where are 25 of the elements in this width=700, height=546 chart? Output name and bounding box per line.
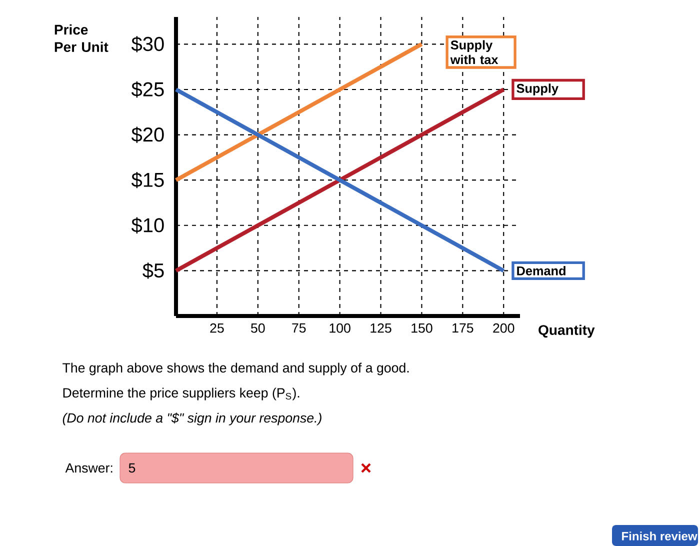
text: Determine the price suppliers keep (P$_{S}$). — [63, 388, 300, 400]
x-tick-label: 25 — [210, 323, 224, 333]
y-tick-label: $25 — [131, 81, 164, 98]
text: 5 — [128, 463, 136, 473]
series-label: Supply — [516, 84, 558, 96]
text: Answer: — [65, 463, 112, 473]
y-tick-label: $30 — [131, 36, 164, 52]
x-tick-label: 150 — [412, 323, 432, 333]
text: The graph above shows the demand and supply of a good. — [62, 362, 409, 376]
x-tick-label: 200 — [493, 323, 514, 333]
text: Supply with tax — [450, 40, 498, 64]
x-tick-label: 125 — [370, 323, 392, 333]
y-tick-label: $20 — [131, 126, 164, 143]
x-tick-label: 100 — [330, 323, 350, 333]
x-tick-label: 75 — [292, 323, 306, 333]
x-tick-label: 175 — [452, 323, 474, 333]
text: Finish review — [622, 532, 698, 540]
text: (Do not include a "$" sign in your response.) — [62, 412, 322, 426]
y-tick-label: $5 — [142, 262, 164, 279]
x-axis-title: Quantity — [538, 324, 595, 338]
x-tick-label: 50 — [251, 323, 265, 333]
y-axis-title: Price Per Unit — [54, 24, 108, 52]
y-tick-label: $10 — [131, 217, 164, 234]
series-label: Demand — [517, 266, 566, 276]
y-tick-label: $15 — [131, 172, 164, 188]
